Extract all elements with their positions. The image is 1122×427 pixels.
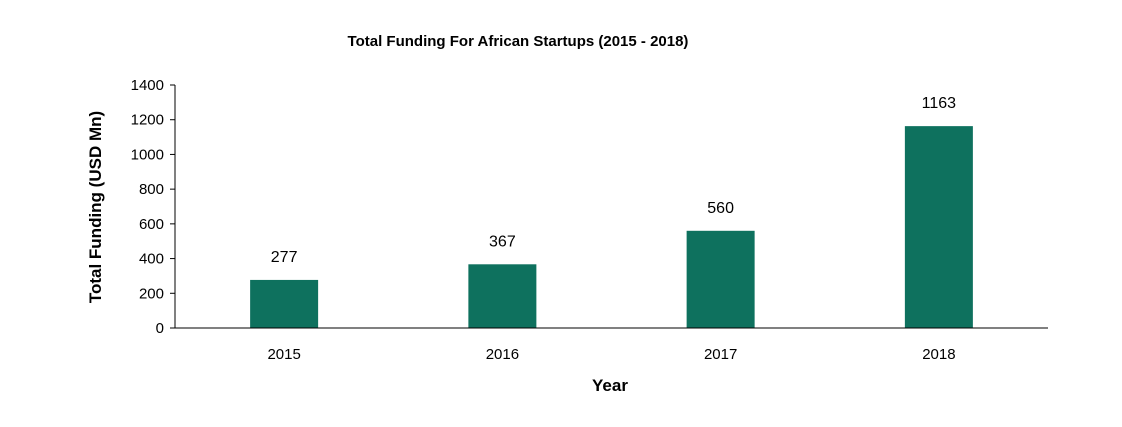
- chart-title: Total Funding For African Startups (2015…: [348, 33, 689, 50]
- y-tick-label: 200: [139, 285, 164, 302]
- bar: [250, 279, 319, 328]
- data-label: 367: [489, 233, 516, 250]
- bar: [468, 264, 537, 328]
- data-label: 277: [271, 249, 298, 266]
- x-tick-label: 2017: [704, 346, 737, 363]
- y-tick-label: 1400: [131, 77, 164, 94]
- x-tick-label: 2016: [486, 346, 519, 363]
- y-tick-label: 1200: [131, 112, 164, 129]
- data-label: 560: [707, 200, 734, 217]
- x-tick-label: 2015: [267, 346, 300, 363]
- y-axis-title: Total Funding (USD Mn): [86, 111, 105, 303]
- x-axis-title: Year: [592, 376, 628, 395]
- bar: [686, 230, 755, 328]
- data-label: 1163: [922, 95, 957, 112]
- y-tick-label: 0: [156, 320, 164, 337]
- y-tick-label: 400: [139, 251, 164, 268]
- y-tick-label: 1000: [131, 146, 164, 163]
- y-tick-label: 600: [139, 216, 164, 233]
- bar: [904, 126, 973, 328]
- x-tick-label: 2018: [922, 346, 955, 363]
- plot-area: 0 200 400 600 800 1000 1200 1400 277 2015 367 2016 5…: [131, 77, 1048, 363]
- y-tick-label: 800: [139, 181, 164, 198]
